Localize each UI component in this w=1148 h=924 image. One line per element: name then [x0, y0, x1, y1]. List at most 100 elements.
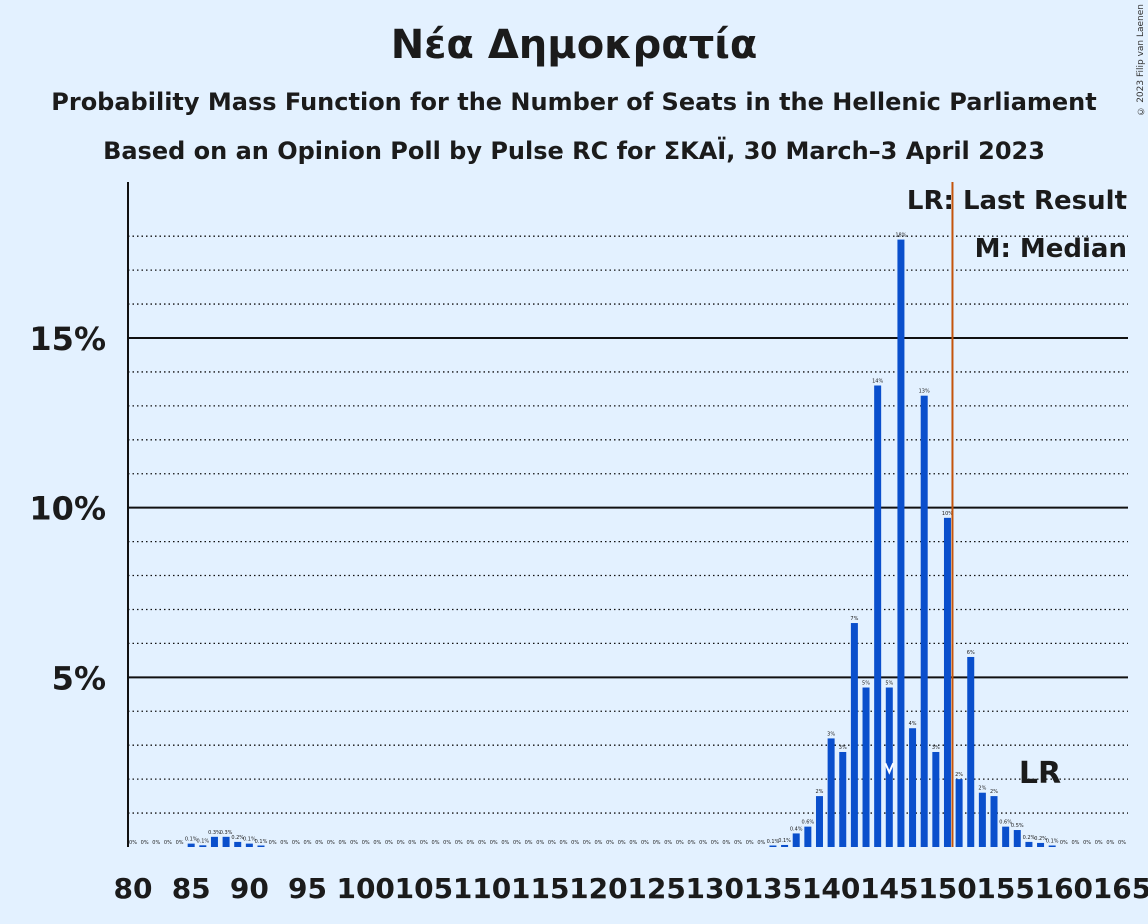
- bar-seat-147: [909, 728, 917, 847]
- data-label-seat-118: 0%: [571, 840, 579, 846]
- data-label-seat-96: 0%: [315, 840, 323, 846]
- x-tick-label: 150: [918, 872, 976, 905]
- y-axis-tick-labels: 5% 10% 15%: [29, 320, 106, 697]
- data-label-seat-152: 6%: [967, 650, 975, 656]
- chart-subtitle: Probability Mass Function for the Number…: [51, 88, 1097, 116]
- data-label-seat-109: 0%: [466, 840, 474, 846]
- bar-seat-145: [885, 687, 893, 847]
- data-label-seat-160: 0%: [1060, 840, 1068, 846]
- data-label-seat-90: 0.1%: [243, 837, 256, 843]
- bar-seat-142: [850, 623, 858, 847]
- x-tick-label: 115: [511, 872, 569, 905]
- x-tick-label: 80: [114, 872, 153, 905]
- bar-seat-139: [815, 796, 823, 847]
- bar-seat-88: [222, 836, 230, 847]
- bar-seat-150: [943, 517, 951, 847]
- bar-seat-156: [1013, 830, 1021, 847]
- data-label-seat-127: 0%: [676, 840, 684, 846]
- data-label-seat-85: 0.1%: [185, 837, 198, 843]
- bar-seat-146: [897, 239, 905, 848]
- bar-seat-144: [874, 385, 882, 847]
- data-label-seat-136: 0.1%: [778, 838, 791, 844]
- x-tick-label: 135: [744, 872, 802, 905]
- bar-seat-158: [1037, 842, 1045, 847]
- bar-seat-138: [804, 826, 812, 847]
- data-label-seat-103: 0%: [397, 840, 405, 846]
- data-label-seat-95: 0%: [304, 840, 312, 846]
- data-label-seat-99: 0%: [350, 840, 358, 846]
- data-label-seat-159: 0.1%: [1046, 839, 1059, 845]
- data-label-seat-148: 13%: [919, 389, 930, 395]
- data-label-seat-157: 0.2%: [1023, 835, 1036, 841]
- bars: [187, 239, 1056, 848]
- data-label-seat-141: 3%: [839, 745, 847, 751]
- data-label-seat-142: 7%: [850, 616, 858, 622]
- bar-seat-143: [862, 687, 870, 847]
- data-label-seat-92: 0%: [269, 840, 277, 846]
- chart-title: Νέα Δημοκρατία: [390, 22, 758, 68]
- data-label-seat-98: 0%: [338, 840, 346, 846]
- data-label-seat-140: 3%: [827, 731, 835, 737]
- bar-seat-154: [990, 796, 998, 847]
- bar-seat-85: [187, 843, 195, 847]
- data-label-seat-108: 0%: [455, 840, 463, 846]
- bar-seat-155: [1002, 826, 1010, 847]
- markers: LR: [884, 182, 1061, 847]
- data-label-seat-132: 0%: [734, 840, 742, 846]
- data-label-seat-102: 0%: [385, 840, 393, 846]
- data-label-seat-144: 14%: [872, 379, 883, 385]
- bar-seat-151: [955, 779, 963, 847]
- bar-seat-89: [234, 841, 242, 847]
- x-tick-label: 125: [627, 872, 685, 905]
- data-label-seat-128: 0%: [688, 840, 696, 846]
- x-tick-label: 100: [336, 872, 394, 905]
- data-label-seat-147: 4%: [909, 721, 917, 727]
- data-label-seat-86: 0.1%: [196, 838, 209, 844]
- bar-seat-90: [245, 843, 253, 847]
- bar-seat-141: [839, 751, 847, 847]
- data-label-seat-158: 0.2%: [1034, 836, 1047, 842]
- data-label-seat-161: 0%: [1071, 840, 1079, 846]
- data-label-seat-116: 0%: [548, 840, 556, 846]
- x-tick-label: 120: [569, 872, 627, 905]
- data-label-seat-150: 10%: [942, 511, 953, 517]
- bar-seat-157: [1025, 841, 1033, 847]
- x-tick-label: 140: [802, 872, 860, 905]
- data-label-seat-130: 0%: [711, 840, 719, 846]
- x-tick-label: 130: [686, 872, 744, 905]
- bar-seat-159: [1048, 845, 1056, 847]
- data-label-seat-117: 0%: [560, 840, 568, 846]
- x-tick-label: 110: [453, 872, 511, 905]
- data-label-seat-97: 0%: [327, 840, 335, 846]
- data-label-seat-91: 0.1%: [255, 839, 268, 845]
- data-label-seat-82: 0%: [152, 840, 160, 846]
- data-label-seat-149: 3%: [932, 745, 940, 751]
- bar-seat-149: [932, 751, 940, 847]
- chart-source-line: Based on an Opinion Poll by Pulse RC for…: [103, 137, 1045, 165]
- data-label-seat-81: 0%: [141, 840, 149, 846]
- x-tick-label: 95: [288, 872, 327, 905]
- data-label-seat-84: 0%: [176, 840, 184, 846]
- y-tick-label: 5%: [52, 659, 106, 697]
- data-label-seat-154: 2%: [990, 789, 998, 795]
- last-result-marker-label: LR: [1019, 756, 1061, 791]
- data-label-seat-88: 0.3%: [220, 830, 233, 836]
- data-label-seat-125: 0%: [653, 840, 661, 846]
- data-label-seat-156: 0.5%: [1011, 823, 1024, 829]
- x-tick-label: 155: [976, 872, 1034, 905]
- bar-seat-87: [210, 836, 218, 847]
- data-label-seat-93: 0%: [280, 840, 288, 846]
- x-tick-label: 105: [395, 872, 453, 905]
- bar-seat-152: [967, 656, 975, 847]
- data-label-seat-146: 18%: [895, 233, 906, 239]
- bar-seat-86: [199, 845, 207, 847]
- data-label-seat-101: 0%: [373, 840, 381, 846]
- data-label-seat-145: 5%: [885, 681, 893, 687]
- x-tick-label: 145: [860, 872, 918, 905]
- median-marker: [884, 762, 895, 775]
- data-label-seat-163: 0%: [1095, 840, 1103, 846]
- data-label-seat-83: 0%: [164, 840, 172, 846]
- legend-median: M: Median: [975, 234, 1127, 264]
- y-tick-label: 10%: [29, 490, 106, 528]
- data-label-seat-162: 0%: [1083, 840, 1091, 846]
